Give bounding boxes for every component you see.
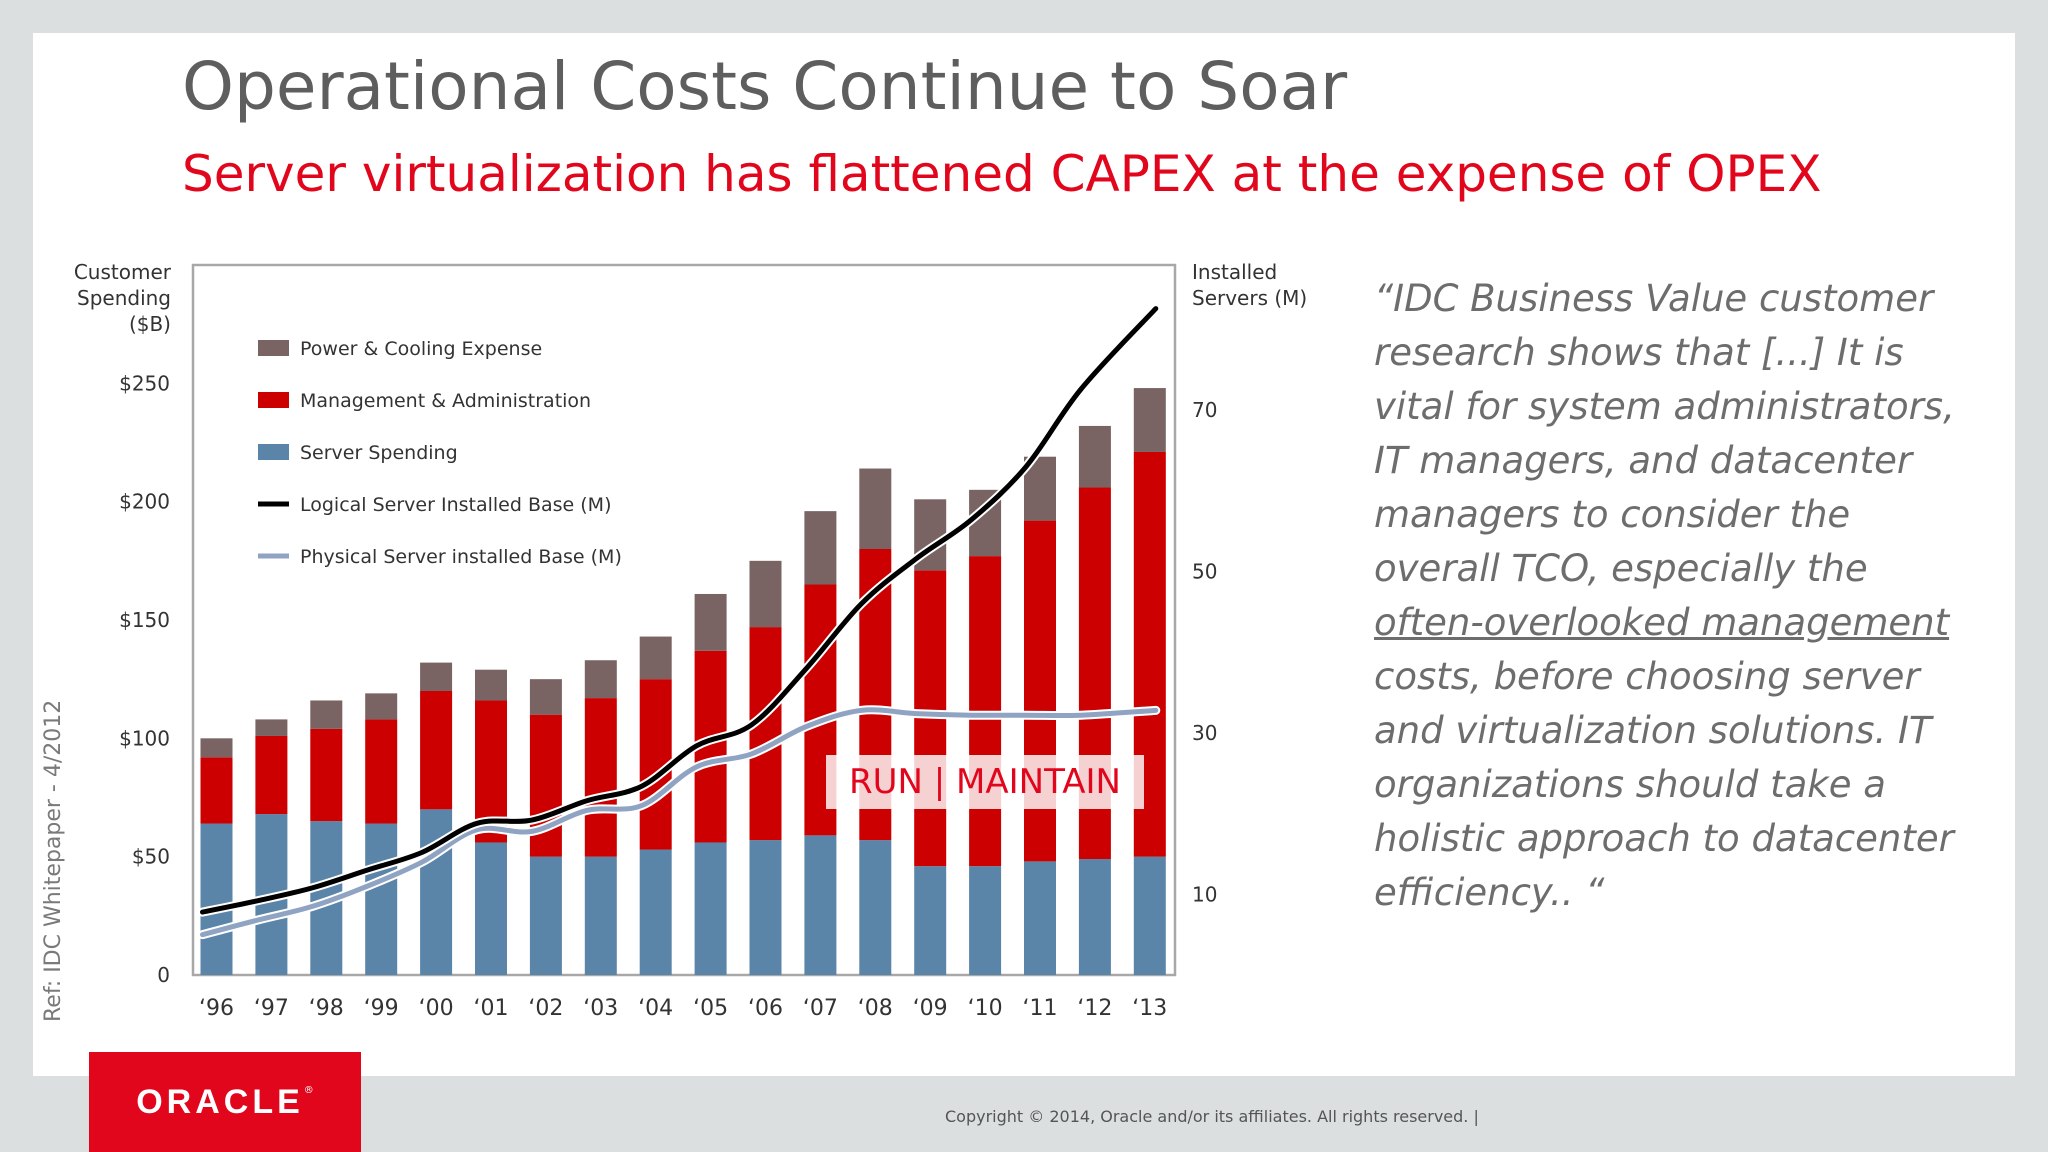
bar-power-cooling — [584, 660, 617, 699]
bar-server-spending — [529, 856, 562, 975]
bar-management-administration — [1024, 520, 1056, 862]
y-tick-label: $50 — [132, 845, 170, 869]
bar-power-cooling — [859, 468, 892, 549]
bar-power-cooling — [639, 636, 672, 680]
bar-power-cooling — [475, 669, 507, 701]
x-tick-label: ‘99 — [364, 996, 399, 1021]
y-tick-label: $150 — [119, 608, 170, 632]
plot-frame — [191, 263, 1177, 977]
bar-power-cooling — [255, 719, 288, 736]
x-tick-label: ‘10 — [968, 996, 1003, 1021]
y2-tick-label: 50 — [1192, 560, 1217, 584]
bar-server-spending — [1078, 859, 1111, 975]
bar-power-cooling — [749, 560, 782, 628]
x-tick-label: ‘98 — [309, 996, 344, 1021]
x-tick-label: ‘11 — [1023, 996, 1058, 1021]
legend-physical-server-label: Physical Server installed Base (M) — [300, 546, 622, 568]
bar-server-spending — [200, 823, 233, 975]
x-tick-label: ‘00 — [419, 996, 454, 1021]
bar-management-administration — [365, 719, 398, 824]
physical-server-line — [200, 707, 1159, 938]
bar-server-spending — [914, 866, 947, 975]
bar-server-spending — [1133, 856, 1166, 975]
x-tick-label: ‘08 — [858, 996, 893, 1021]
oracle-logo[interactable]: ORACLE ® — [89, 1052, 361, 1152]
bar-power-cooling — [420, 662, 453, 691]
x-tick-label: ‘01 — [474, 996, 509, 1021]
bar-server-spending — [365, 823, 398, 975]
slide-title: Operational Costs Continue to Soar — [182, 48, 1348, 125]
x-tick-label: ‘07 — [803, 996, 838, 1021]
legend-power-cooling-swatch — [258, 340, 289, 356]
x-tick-label: ‘02 — [528, 996, 563, 1021]
bar-power-cooling — [1078, 425, 1111, 488]
trademark-mark: ® — [303, 1084, 314, 1096]
y-tick-label: $250 — [119, 371, 170, 395]
bar-management-administration — [200, 757, 233, 824]
bar-management-administration — [420, 691, 453, 810]
bar-power-cooling — [200, 738, 233, 758]
bar-server-spending — [804, 835, 837, 975]
bar-management-administration — [749, 627, 782, 841]
bar-server-spending — [1024, 861, 1056, 975]
bar-power-cooling — [1133, 388, 1166, 452]
quote-text-part1: “IDC Business Value customer research sh… — [1374, 277, 1955, 590]
x-tick-label: ‘96 — [199, 996, 234, 1021]
y2-tick-label: 70 — [1192, 398, 1217, 422]
bar-server-spending — [694, 842, 727, 975]
x-tick-label: ‘05 — [693, 996, 728, 1021]
y2-tick-label: 30 — [1192, 721, 1217, 745]
bar-power-cooling — [529, 679, 562, 715]
quote-text-part2: costs, before choosing server and virtua… — [1374, 655, 1954, 914]
slide-subtitle: Server virtualization has flattened CAPE… — [182, 145, 1822, 203]
bar-server-spending — [639, 849, 672, 975]
bar-power-cooling — [310, 700, 343, 729]
oracle-logo-text: ORACLE — [136, 1082, 304, 1121]
bar-power-cooling — [365, 693, 398, 720]
x-tick-label: ‘12 — [1077, 996, 1112, 1021]
run-maintain-annotation: RUN | MAINTAIN — [826, 755, 1144, 809]
bar-server-spending — [749, 840, 782, 975]
x-tick-label: ‘97 — [254, 996, 289, 1021]
bar-power-cooling — [694, 593, 727, 651]
y2-tick-label: 10 — [1192, 882, 1217, 906]
copyright-notice: Copyright © 2014, Oracle and/or its affi… — [945, 1107, 1479, 1126]
y-tick-label: 0 — [157, 963, 170, 987]
y-tick-label: $200 — [119, 490, 170, 514]
y2-axis-title: Installed Servers (M) — [1192, 260, 1308, 310]
legend-power-cooling-label: Power & Cooling Expense — [300, 338, 542, 360]
bar-server-spending — [969, 866, 1002, 975]
physical-server-line-halo — [198, 705, 1161, 940]
bar-management-administration — [584, 698, 617, 857]
bar-server-spending — [475, 842, 507, 975]
quote-text-underlined: often-overlooked management — [1374, 601, 1950, 644]
y-axis-title: Customer Spending ($B) — [73, 260, 171, 336]
legend-management-administration-swatch — [258, 392, 289, 408]
x-tick-label: ‘06 — [748, 996, 783, 1021]
bar-power-cooling — [804, 511, 837, 585]
legend-server-spending-label: Server Spending — [300, 442, 458, 464]
idc-quote: “IDC Business Value customer research sh… — [1374, 272, 1974, 920]
reference-note: Ref: IDC Whitepaper - 4/2012 — [41, 699, 66, 1022]
legend-management-administration-label: Management & Administration — [300, 390, 591, 412]
logical-server-line — [200, 306, 1159, 915]
x-tick-label: ‘04 — [638, 996, 673, 1021]
x-tick-label: ‘03 — [583, 996, 618, 1021]
bar-management-administration — [255, 735, 288, 815]
x-tick-label: ‘13 — [1132, 996, 1167, 1021]
x-tick-label: ‘09 — [913, 996, 948, 1021]
bar-management-administration — [310, 728, 343, 822]
legend-server-spending-swatch — [258, 444, 289, 460]
bar-server-spending — [584, 856, 617, 975]
bar-server-spending — [859, 840, 892, 975]
y-tick-label: $100 — [119, 726, 170, 750]
legend-logical-server-label: Logical Server Installed Base (M) — [300, 494, 611, 516]
